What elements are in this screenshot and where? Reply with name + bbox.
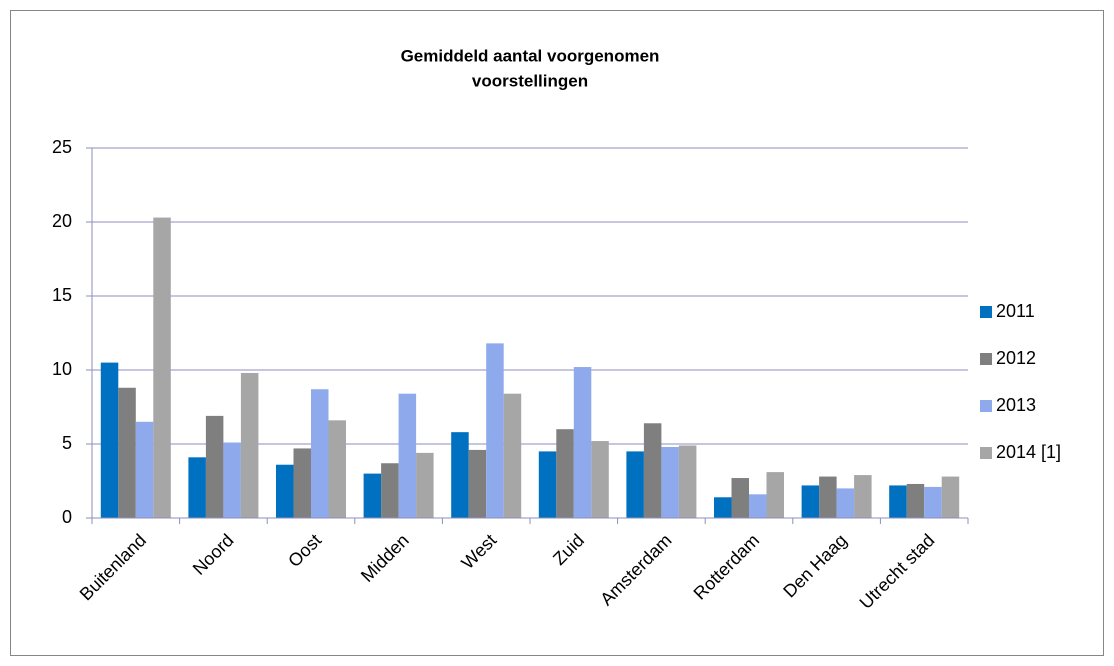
y-tick-label: 15 (52, 285, 72, 305)
bar (678, 445, 697, 518)
bar (643, 423, 662, 518)
bar (854, 475, 872, 518)
bar (801, 485, 820, 518)
bar (188, 457, 206, 518)
bar (100, 362, 119, 518)
bar (819, 476, 837, 518)
bar (223, 442, 241, 518)
bar (363, 473, 382, 518)
y-tick-label: 10 (52, 359, 72, 379)
bar (468, 449, 487, 518)
chart-title: voorstellingen (472, 71, 588, 90)
bar (591, 441, 609, 518)
bar (118, 387, 136, 518)
bar (538, 451, 557, 518)
bar (836, 488, 855, 518)
legend-label: 2014 [1] (996, 442, 1061, 462)
legend-label: 2011 (996, 301, 1035, 321)
y-tick-label: 0 (62, 507, 72, 527)
chart-title: Gemiddeld aantal voorgenomen (401, 46, 660, 65)
bar (328, 420, 346, 518)
bar (749, 494, 767, 518)
bar (573, 367, 592, 518)
bar (240, 372, 259, 518)
bar (311, 389, 329, 518)
bar (766, 472, 784, 518)
bar (381, 463, 399, 518)
bar (731, 478, 749, 518)
bar (714, 497, 732, 518)
bar (503, 393, 522, 518)
bar (486, 343, 504, 518)
legend-swatch (980, 447, 992, 459)
legend-label: 2012 (996, 348, 1036, 368)
y-tick-label: 5 (62, 433, 72, 453)
bar (556, 429, 574, 518)
legend-swatch (980, 400, 992, 412)
legend-swatch (980, 353, 992, 365)
bar (276, 464, 294, 518)
y-tick-label: 20 (52, 211, 72, 231)
bar (451, 432, 469, 518)
legend-swatch (980, 306, 992, 318)
bar (398, 393, 417, 518)
chart-frame (10, 10, 1104, 656)
bar (889, 485, 907, 518)
bar (626, 451, 644, 518)
legend-label: 2013 (996, 395, 1036, 415)
bar (661, 446, 679, 518)
bar (153, 217, 171, 518)
bar (906, 483, 925, 518)
bar (293, 448, 311, 518)
bar (941, 476, 960, 518)
y-tick-label: 25 (52, 137, 72, 157)
bar (924, 486, 942, 518)
bar (205, 415, 224, 518)
bar (416, 452, 434, 518)
bar (135, 421, 154, 518)
